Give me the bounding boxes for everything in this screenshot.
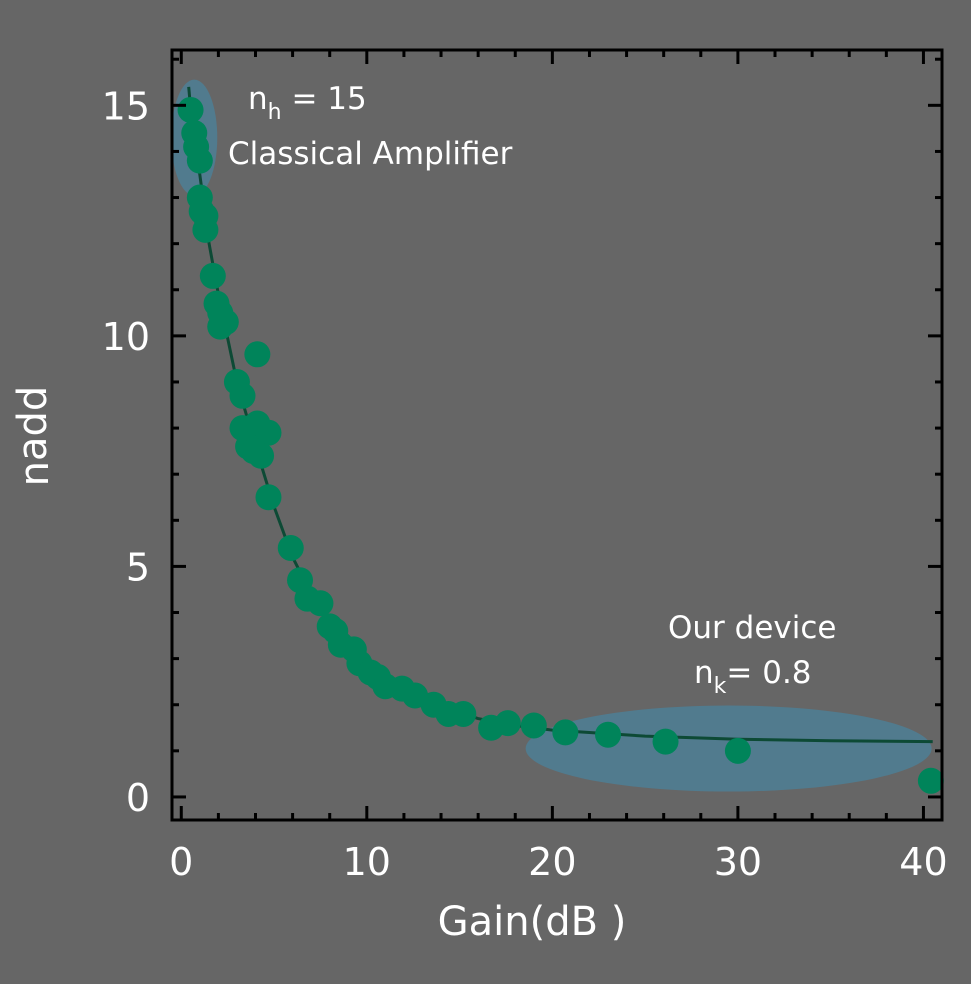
tick-labels: 0 10 20 30 40 0 5 10 15	[102, 84, 948, 884]
annotation-classical-value: = 15	[282, 81, 367, 117]
annotation-device-line2: nk= 0.8	[694, 655, 812, 699]
annotation-classical-n: n	[248, 81, 268, 117]
annotation-classical-line1: nh = 15	[248, 81, 367, 125]
x-tick-label-40: 40	[899, 840, 947, 884]
x-tick-label-20: 20	[528, 840, 576, 884]
data-points	[177, 96, 944, 794]
y-tick-label-5: 5	[126, 545, 150, 589]
annotation-device-value: = 0.8	[726, 655, 811, 691]
data-point-8	[199, 262, 226, 289]
data-point-7	[192, 216, 219, 243]
data-point-39	[450, 700, 477, 727]
data-point-44	[595, 721, 622, 748]
data-point-26	[307, 590, 334, 617]
highlight-regions	[171, 79, 932, 792]
plot-frame	[170, 48, 944, 822]
data-point-42	[520, 712, 547, 739]
annotation-classical-sub: h	[268, 100, 282, 125]
data-point-18	[255, 419, 282, 446]
annotation-device-n: n	[694, 655, 714, 691]
y-tick-label-10: 10	[102, 315, 150, 359]
annotation-device-sub: k	[714, 674, 727, 699]
data-point-12	[212, 309, 239, 336]
data-point-3	[186, 147, 213, 174]
axis-ticks	[172, 50, 942, 820]
data-point-13	[244, 341, 271, 368]
annotation-classical-line2: Classical Amplifier	[228, 136, 513, 172]
data-point-47	[917, 767, 944, 794]
y-tick-label-15: 15	[102, 84, 150, 128]
data-point-0	[177, 96, 204, 123]
y-axis-label-sub: add	[10, 386, 56, 461]
x-axis-label: Gain(dB )	[438, 899, 627, 945]
data-point-45	[652, 728, 679, 755]
y-axis-label-main: n	[12, 461, 58, 486]
y-axis-label: nadd	[10, 386, 58, 487]
data-point-46	[724, 737, 751, 764]
data-point-15	[229, 382, 256, 409]
y-tick-label-0: 0	[126, 776, 150, 820]
data-point-23	[277, 534, 304, 561]
annotation-device-line1: Our device	[668, 610, 836, 646]
data-point-21	[240, 438, 267, 465]
data-point-22	[255, 484, 282, 511]
x-tick-label-30: 30	[714, 840, 762, 884]
x-tick-label-0: 0	[169, 840, 193, 884]
data-point-41	[494, 710, 521, 737]
x-tick-label-10: 10	[343, 840, 391, 884]
data-point-43	[552, 719, 579, 746]
